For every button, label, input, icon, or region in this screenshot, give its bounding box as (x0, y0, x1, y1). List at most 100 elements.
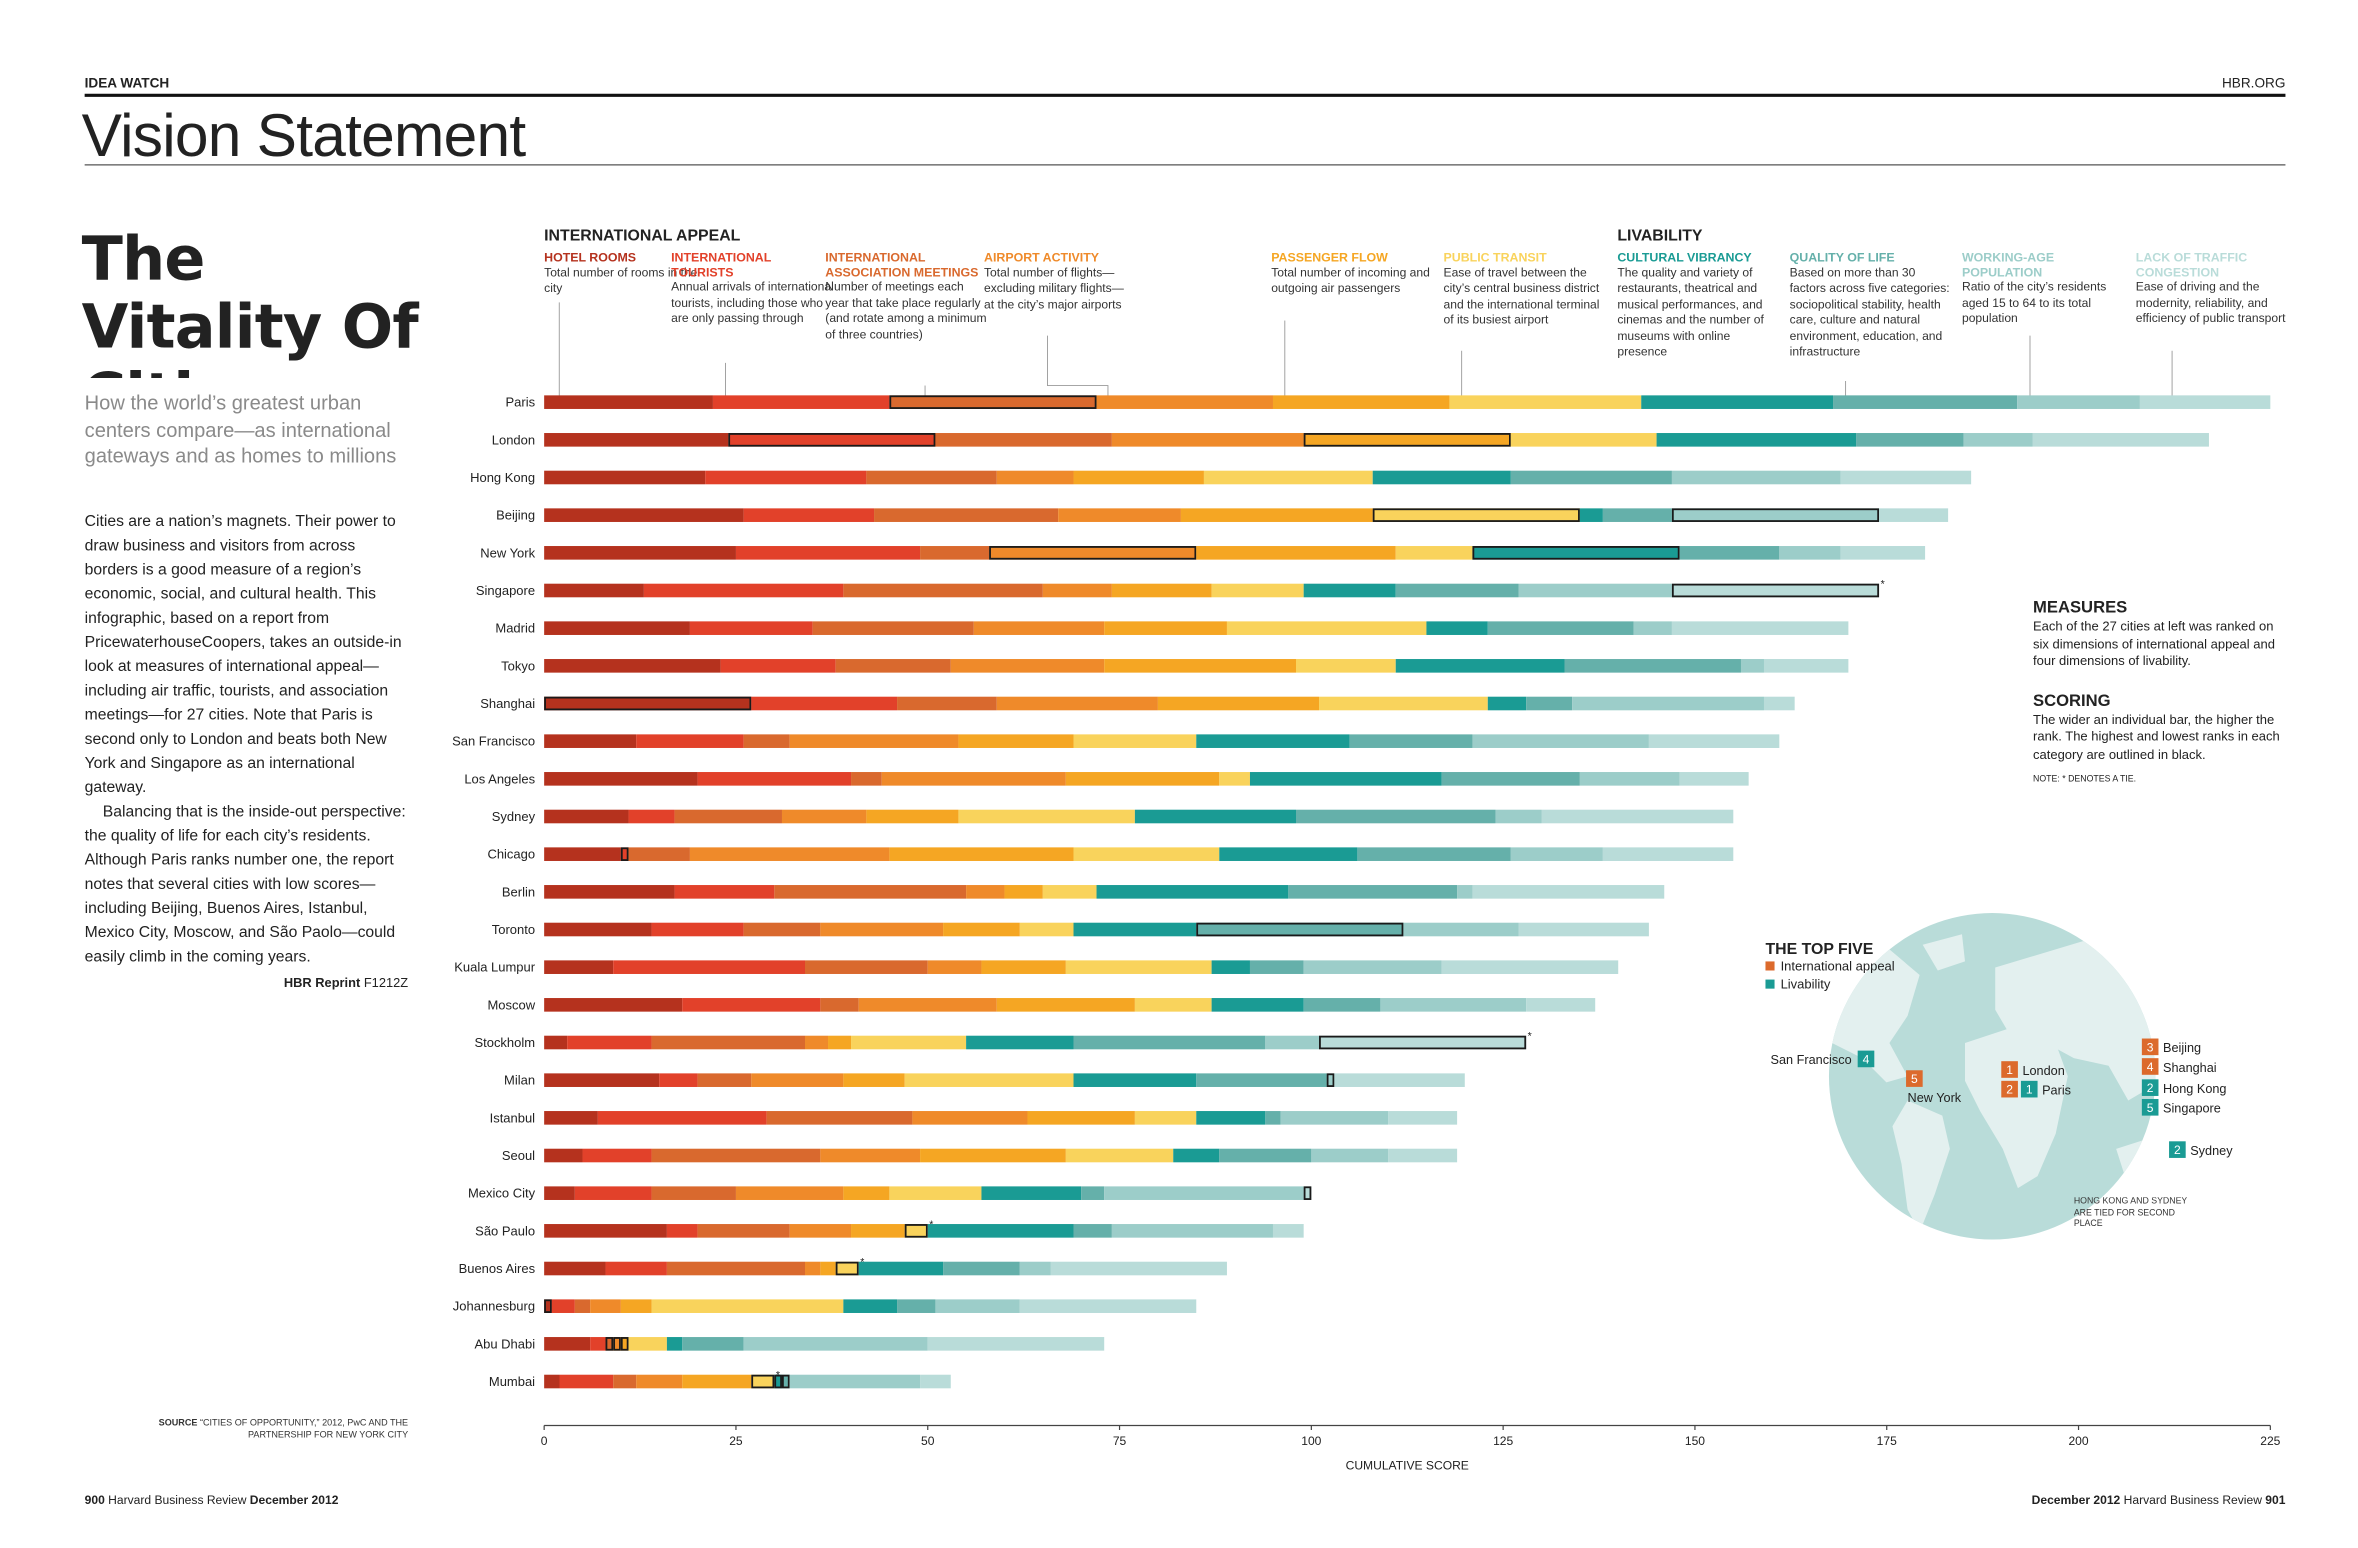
bar-segment (1280, 1111, 1389, 1125)
bar-segment (735, 1186, 844, 1200)
bar-segment (1526, 998, 1596, 1012)
rank-badge (2001, 1080, 2018, 1098)
bar-segment (544, 772, 698, 786)
bar-segment (781, 1374, 790, 1389)
bar-segment (1388, 1148, 1458, 1163)
bar-segment (789, 1374, 921, 1389)
bar-segment (1679, 772, 1749, 786)
y-tick-label: Moscow (487, 997, 535, 1012)
bar-segment (674, 809, 782, 824)
bar-segment (774, 885, 967, 899)
bar-segment (1073, 847, 1220, 861)
column-header-box: QUALITY OF LIFE Based on more than 30 fac… (1790, 251, 1953, 361)
bar-segment (620, 1299, 652, 1313)
bar-segment (897, 1299, 936, 1313)
bar-segment (1395, 583, 1519, 598)
bar-segment (1526, 696, 1573, 711)
bar-segment (1518, 922, 1649, 937)
bar-segment (927, 1337, 1105, 1351)
tie-marker: * (1528, 1030, 1532, 1042)
bar-segment (843, 1299, 898, 1313)
bar-segment (1272, 395, 1450, 409)
bar-segment (1495, 809, 1542, 824)
extreme-outline (1671, 583, 1880, 598)
magazine: Harvard Business Review (2124, 1493, 2263, 1507)
bar-segment (544, 583, 644, 598)
legend-label: Livability (1781, 977, 1831, 992)
bar-segment (804, 960, 928, 974)
extreme-outline (613, 1337, 621, 1351)
series-description: Ratio of the city’s residents aged 15 to… (1961, 279, 2107, 326)
page-title: Vision Statement (82, 101, 527, 169)
bar-segment (544, 1148, 583, 1163)
legend-entry: QUALITY OF LIFE (1789, 251, 1895, 265)
y-tick-label: Madrid (495, 621, 535, 636)
greenland (1922, 934, 1965, 971)
bar-segment (697, 1073, 752, 1087)
bar-segment (544, 1374, 560, 1389)
legend-entry: PASSENGER FLOW (1271, 251, 1388, 265)
bar-segment (1679, 546, 1780, 560)
deck-box: How the world’s greatest urban centers c… (85, 390, 402, 469)
bar-segment (920, 546, 990, 560)
bar-segment (567, 1035, 652, 1050)
bar-segment (712, 395, 890, 409)
column-header-box: HOTEL ROOMS Total number of rooms in the … (544, 251, 707, 297)
bar-segment (1303, 960, 1442, 974)
x-tick-label: 200 (2068, 1434, 2088, 1448)
bar-segment (874, 508, 1059, 522)
bar-segment (820, 1261, 836, 1276)
bar-segment (1572, 696, 1764, 711)
bar-segment (1219, 847, 1358, 861)
bar-segment (743, 734, 790, 748)
bar-segment (689, 621, 813, 635)
bar-segment (705, 470, 867, 485)
bar-segment (2017, 395, 2140, 409)
bar-segment (1395, 546, 1473, 560)
bar-segment (958, 809, 1135, 824)
bar-segment (620, 847, 629, 861)
bar-segment (935, 1299, 1020, 1313)
bar-segment (950, 659, 1105, 673)
bar-segment (820, 998, 859, 1012)
bar-segment (544, 1261, 606, 1276)
extreme-outline (1671, 508, 1880, 522)
south-america (1892, 1100, 1950, 1232)
rank-number: 2 (2006, 1083, 2013, 1097)
body-text: Balancing that is the inside-out perspec… (84, 804, 406, 966)
extreme-outline (620, 847, 629, 861)
y-tick-label: Sydney (492, 809, 536, 824)
bar-segment (835, 659, 951, 673)
bar-segment (605, 1337, 614, 1351)
bar-segment (1579, 508, 1603, 522)
y-tick-label: São Paulo (475, 1223, 535, 1238)
extreme-outline (751, 1374, 775, 1389)
bar-segment (1441, 772, 1580, 786)
bar-segment (682, 1374, 752, 1389)
headline-box: The Vitality Of Cities (82, 227, 475, 378)
bar-segment (1219, 1148, 1312, 1163)
bar-segment (981, 960, 1066, 974)
y-tick-label: Istanbul (490, 1110, 536, 1125)
extreme-outline (774, 1374, 782, 1389)
bar-segment (966, 1035, 1074, 1050)
bar-segment (1395, 659, 1565, 673)
bar-segment (590, 1299, 621, 1313)
bar-segment (1104, 621, 1227, 635)
rank-badge (2169, 1141, 2186, 1158)
bar-segment (1196, 546, 1396, 560)
body-box: Cities are a nation’s magnets. Their pow… (84, 511, 408, 990)
bar-segment (751, 1073, 844, 1087)
bar-segment (574, 1299, 591, 1313)
bar-segment (1058, 508, 1181, 522)
body-paragraph: Cities are a nation’s magnets. Their pow… (85, 511, 408, 801)
bar-segment (1334, 1073, 1465, 1087)
bar-segment (1157, 696, 1320, 711)
bar-segment (889, 847, 1074, 861)
bar-segment (544, 734, 637, 748)
source-note: SOURCE “CITIES OF OPPORTUNITY,” 2012, Pw… (136, 1418, 408, 1442)
bar-segment (943, 922, 1020, 937)
bar-segment (1840, 470, 1972, 485)
map-city: Sydney (2190, 1144, 2233, 1158)
